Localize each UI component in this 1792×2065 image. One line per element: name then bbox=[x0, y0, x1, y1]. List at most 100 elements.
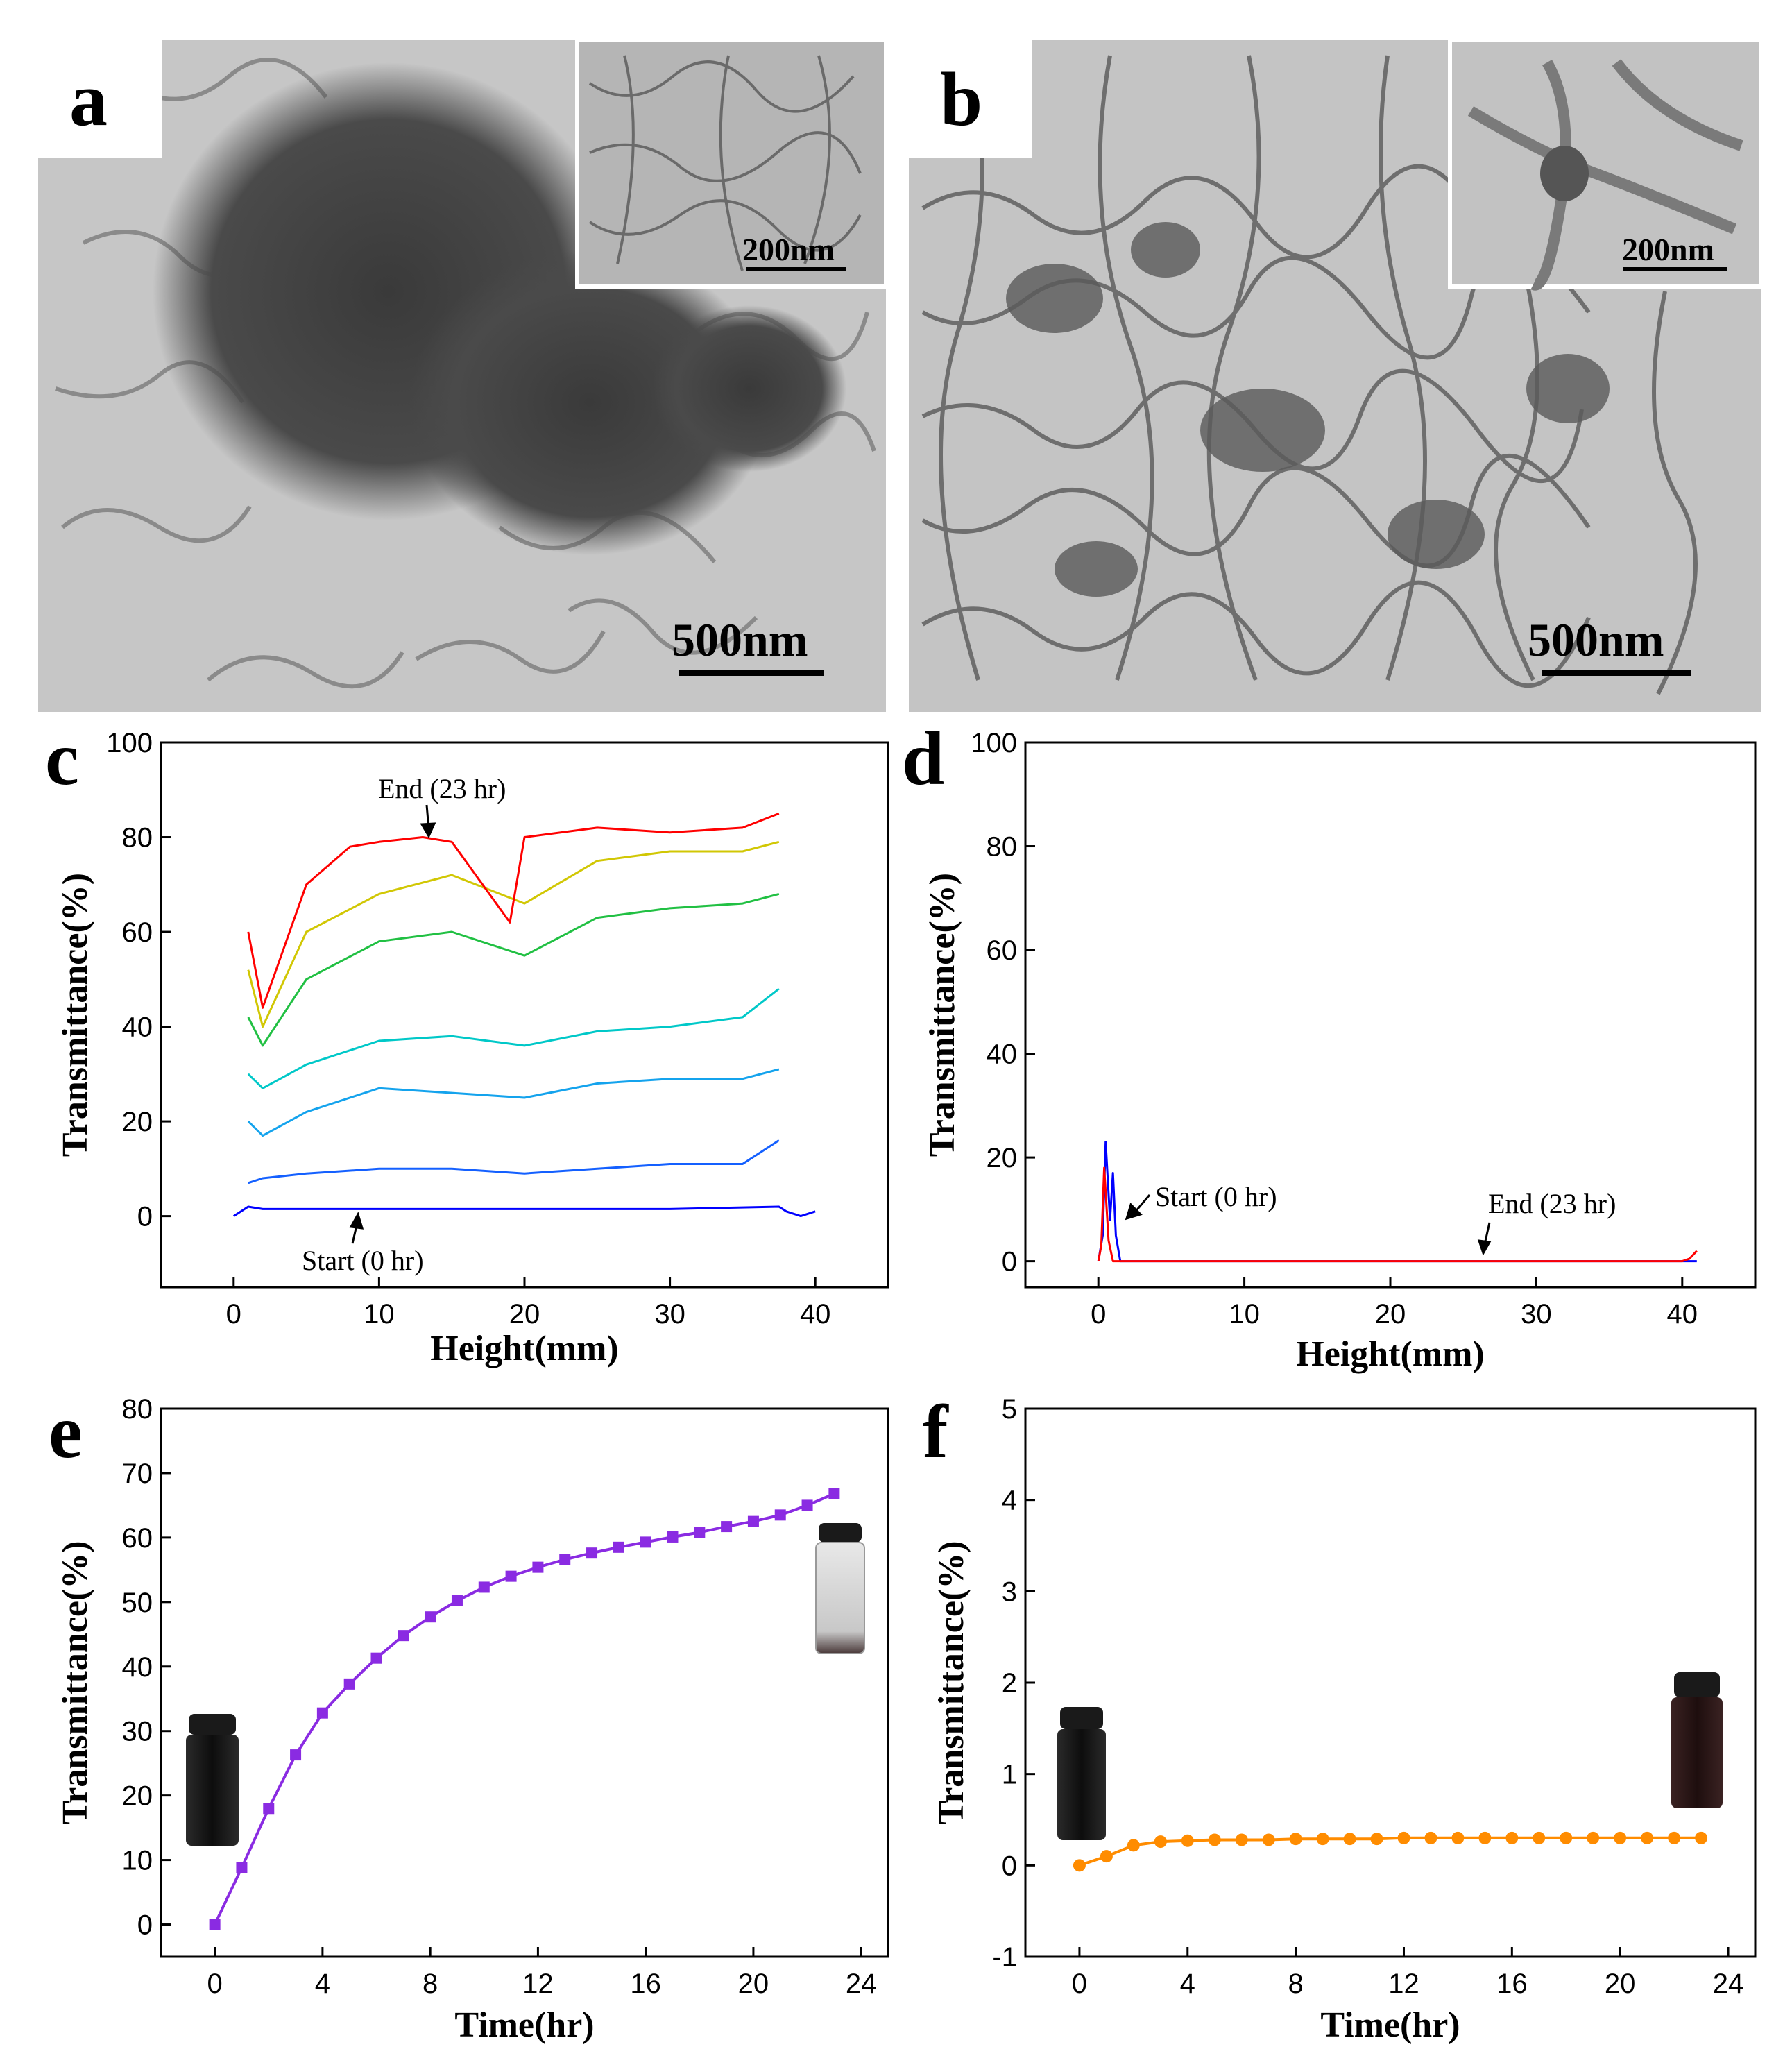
inset-texture-a bbox=[588, 55, 862, 271]
y-tick-label: 0 bbox=[1002, 1851, 1017, 1881]
data-point bbox=[425, 1611, 436, 1623]
y-tick-label: 4 bbox=[1002, 1486, 1017, 1516]
data-point bbox=[1370, 1833, 1383, 1846]
data-point bbox=[1262, 1833, 1275, 1846]
y-tick-label: 0 bbox=[137, 1910, 153, 1941]
x-tick-label: 8 bbox=[423, 1969, 438, 1999]
x-tick-label: 10 bbox=[1229, 1299, 1260, 1329]
x-tick-label: 20 bbox=[1375, 1299, 1406, 1329]
x-tick-label: 0 bbox=[226, 1299, 241, 1329]
data-point bbox=[1397, 1831, 1410, 1844]
data-point bbox=[586, 1547, 598, 1559]
data-point bbox=[1478, 1831, 1492, 1844]
data-point bbox=[559, 1554, 571, 1565]
y-tick-label: 70 bbox=[122, 1459, 153, 1489]
vial-body-end-e bbox=[815, 1542, 865, 1654]
data-point bbox=[747, 1515, 759, 1527]
y-tick-label: 20 bbox=[122, 1781, 153, 1812]
vial-cap-start-f bbox=[1060, 1707, 1103, 1729]
x-tick-label: 4 bbox=[1180, 1969, 1195, 1999]
inset-scale-bar-b bbox=[1623, 267, 1727, 271]
y-tick-label: 5 bbox=[1002, 1394, 1017, 1425]
vial-cap-end-e bbox=[819, 1523, 862, 1543]
data-point bbox=[343, 1678, 355, 1690]
vial-start-e bbox=[186, 1714, 239, 1846]
panel-letter-f: f bbox=[923, 1389, 949, 1474]
series-line bbox=[213, 1492, 835, 1926]
chart-panel-d: 0 10 20 30 40 0 20 40 60 80 100 Height(mm) Transmitt… bbox=[923, 728, 1757, 1374]
data-point bbox=[667, 1531, 679, 1543]
data-point bbox=[1127, 1839, 1140, 1852]
annotation-start-d: Start (0 hr) bbox=[1155, 1181, 1277, 1212]
letter-box-b bbox=[909, 40, 1032, 158]
panel-letter-a: a bbox=[69, 57, 108, 142]
x-tick-label: 8 bbox=[1288, 1969, 1304, 1999]
inset-scale-label-b: 200nm bbox=[1622, 232, 1714, 267]
annotation-end-c: End (23 hr) bbox=[378, 773, 506, 804]
data-point bbox=[290, 1749, 302, 1761]
x-tick-label: 30 bbox=[654, 1299, 685, 1329]
plot-frame bbox=[1024, 741, 1757, 1289]
x-axis-label: Time(hr) bbox=[454, 2005, 594, 2045]
data-point bbox=[774, 1509, 786, 1521]
y-tick-label: 3 bbox=[1002, 1577, 1017, 1607]
data-point bbox=[1451, 1831, 1465, 1844]
x-tick-label: 20 bbox=[1605, 1969, 1636, 1999]
series-line-23-hr bbox=[247, 813, 780, 1009]
scale-label-a: 500nm bbox=[672, 613, 808, 666]
data-point bbox=[209, 1919, 221, 1930]
series-line-6-hr bbox=[247, 892, 780, 1047]
dark-clusters-b bbox=[1006, 222, 1610, 597]
vial-end-e bbox=[815, 1523, 865, 1654]
annotation-end-d: End (23 hr) bbox=[1488, 1188, 1616, 1219]
chart-panel-e: 0 4 8 12 16 20 24 0 10 20 30 40 50 60 70 80 Time(hr) Tran… bbox=[56, 1394, 889, 2045]
y-tick-label: 20 bbox=[987, 1143, 1018, 1173]
series-line-2-hr bbox=[247, 1068, 780, 1137]
series-line-0-hr bbox=[232, 1205, 816, 1218]
vial-start-f bbox=[1057, 1707, 1106, 1840]
scale-bar-b bbox=[1542, 670, 1691, 676]
arrowhead-start-d bbox=[1125, 1203, 1143, 1221]
y-tick-label: 40 bbox=[122, 1012, 153, 1043]
y-tick-label: 30 bbox=[122, 1717, 153, 1747]
vial-body-start-f bbox=[1057, 1729, 1106, 1840]
y-tick-label: 0 bbox=[1002, 1247, 1017, 1277]
data-point bbox=[1505, 1831, 1519, 1844]
y-tick-label: 60 bbox=[122, 917, 153, 948]
x-tick-label: 30 bbox=[1521, 1299, 1552, 1329]
x-tick-label: 0 bbox=[207, 1969, 223, 1999]
y-tick-label: 80 bbox=[122, 1394, 153, 1425]
x-axis-label: Time(hr) bbox=[1320, 2005, 1460, 2045]
annotation-start-c: Start (0 hr) bbox=[302, 1245, 424, 1276]
data-point bbox=[1289, 1833, 1302, 1846]
y-tick-label: 60 bbox=[122, 1523, 153, 1554]
x-tick-label: 16 bbox=[1496, 1969, 1528, 1999]
data-point bbox=[1641, 1831, 1654, 1844]
series-line-12-hr bbox=[247, 840, 780, 1028]
x-tick-label: 40 bbox=[1667, 1299, 1698, 1329]
y-tick-label: 100 bbox=[971, 728, 1017, 758]
y-axis-label: Transmittance(%) bbox=[56, 1540, 95, 1824]
x-tick-label: 0 bbox=[1091, 1299, 1106, 1329]
data-point bbox=[1154, 1835, 1167, 1849]
aggregate-blob-a2 bbox=[409, 250, 770, 555]
series-line-1-hr bbox=[248, 1139, 780, 1184]
data-point bbox=[1668, 1831, 1681, 1844]
y-tick-label: 40 bbox=[987, 1039, 1018, 1070]
vial-cap-end-f bbox=[1674, 1672, 1720, 1697]
data-point bbox=[1695, 1831, 1708, 1844]
vial-body-start-e bbox=[186, 1735, 239, 1846]
x-tick-label: 12 bbox=[522, 1969, 554, 1999]
data-point bbox=[370, 1652, 382, 1664]
x-tick-label: 4 bbox=[315, 1969, 330, 1999]
y-tick-label: 20 bbox=[122, 1107, 153, 1137]
annotation-arrows bbox=[349, 804, 1492, 1256]
data-point bbox=[1181, 1834, 1194, 1847]
panel-letter-e: e bbox=[49, 1389, 83, 1474]
y-axis-label: Transmittance(%) bbox=[56, 873, 95, 1157]
data-point bbox=[1614, 1831, 1627, 1844]
data-point bbox=[1424, 1831, 1437, 1844]
x-tick-label: 12 bbox=[1388, 1969, 1419, 1999]
x-tick-label: 0 bbox=[1072, 1969, 1087, 1999]
data-point bbox=[236, 1862, 248, 1873]
